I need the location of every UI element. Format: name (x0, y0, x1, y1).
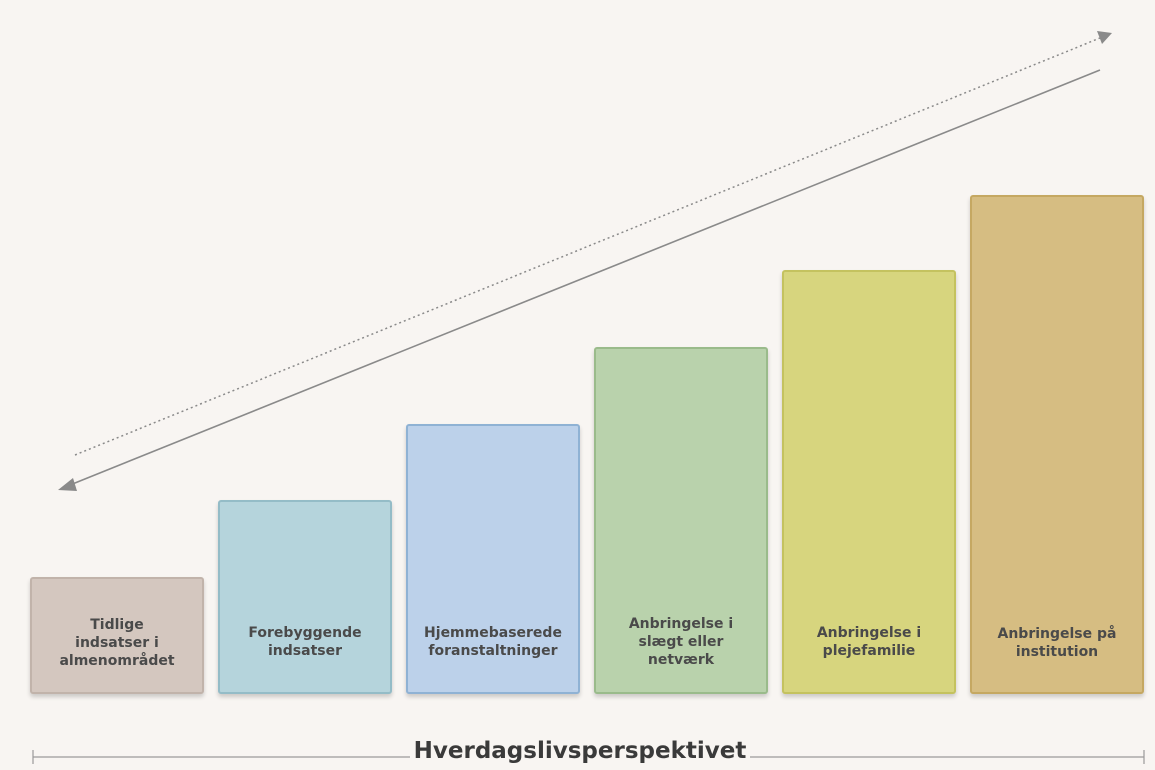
step-4: Anbringelse i slægt eller netværk (594, 347, 768, 694)
step-2-label: Forebyggende indsatser (248, 625, 362, 659)
step-6-label: Anbringelse på institution (997, 625, 1117, 660)
step-2: Forebyggende indsatser (218, 500, 392, 694)
step-1-label: Tidlige indsatser i almenområdet (59, 616, 175, 669)
step-5-label: Anbringelse i plejefamilie (816, 625, 922, 659)
step-3-label: Hjemmebaserede foranstaltninger (424, 625, 562, 659)
step-6: Anbringelse på institution (970, 195, 1144, 694)
baseline-title: Hverdagslivsperspektivet (410, 738, 750, 764)
step-1: Tidlige indsatser i almenområdet (30, 577, 204, 694)
step-5: Anbringelse i plejefamilie (782, 270, 956, 694)
solid-arrow-line (69, 69, 1101, 486)
arrow-head-up-right-icon (1097, 31, 1112, 44)
arrow-head-down-left-icon (58, 478, 77, 491)
step-3: Hjemmebaserede foranstaltninger (406, 424, 580, 694)
step-4-label: Anbringelse i slægt eller netværk (628, 616, 734, 668)
